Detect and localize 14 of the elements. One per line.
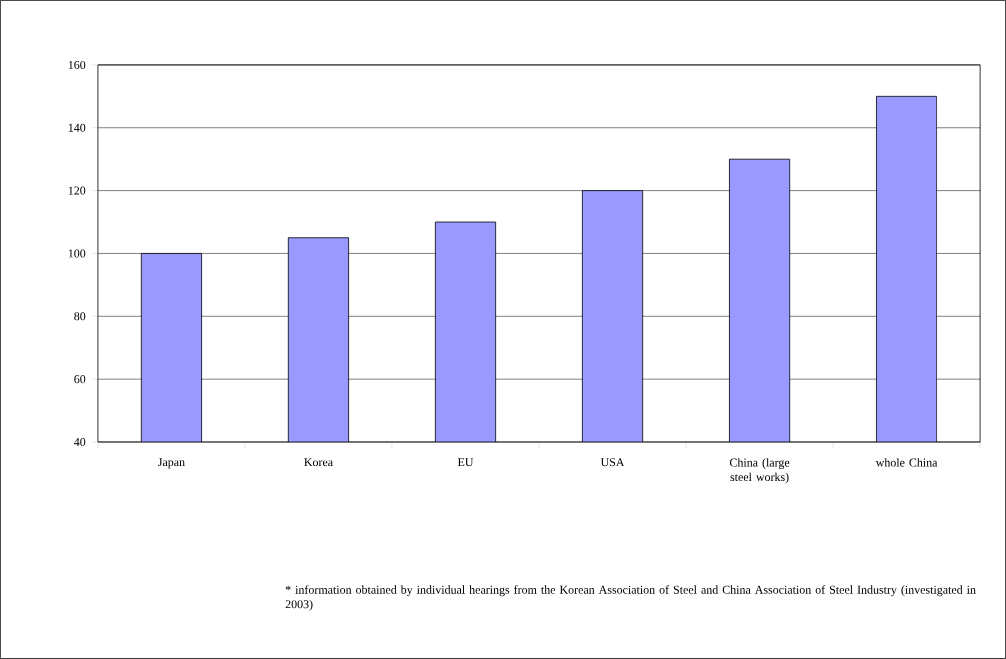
x-tick-label: USA (600, 458, 625, 467)
x-tick-label: whole China (875, 458, 938, 467)
text: * information obtained by individual hearings from the Korean Association of Steel and China Association of Steel Industry (investigated in 2003) (285, 585, 976, 611)
x-tick-label: China (large steel works) (729, 458, 790, 484)
y-tick-label: 40 (74, 437, 86, 447)
x-tick-label: Korea (304, 458, 333, 467)
y-tick-label: 120 (68, 186, 86, 195)
y-tick-label: 140 (68, 123, 86, 132)
y-tick-label: 100 (68, 249, 86, 258)
y-tick-label: 60 (74, 375, 86, 384)
x-tick-label: Japan (158, 458, 185, 469)
x-tick-label: EU (457, 458, 474, 467)
y-tick-label: 80 (74, 312, 86, 321)
y-tick-label: 160 (68, 60, 86, 69)
